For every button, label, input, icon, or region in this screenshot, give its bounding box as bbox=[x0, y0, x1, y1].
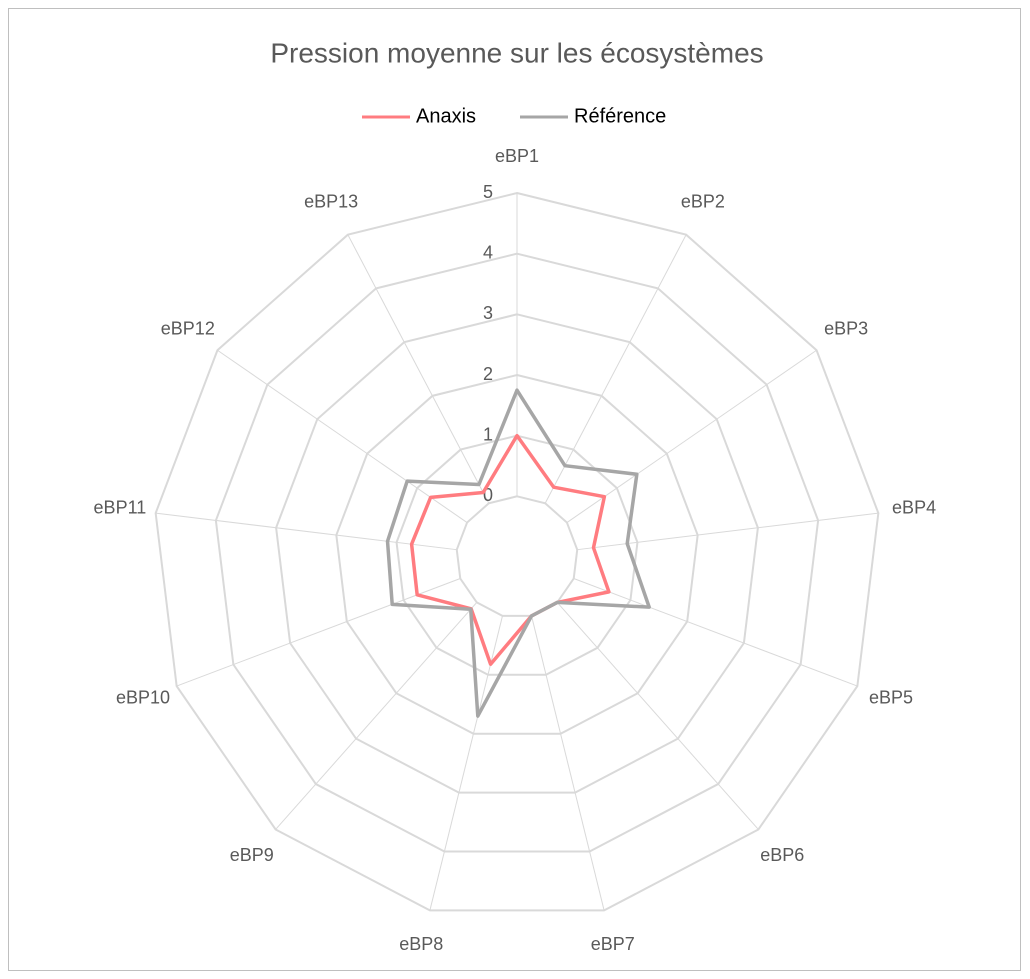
category-label: eBP8 bbox=[399, 934, 443, 954]
y-tick-label: 1 bbox=[483, 424, 493, 444]
category-label: eBP5 bbox=[869, 688, 913, 708]
category-label: eBP2 bbox=[681, 192, 725, 212]
chart-title: Pression moyenne sur les écosystèmes bbox=[270, 37, 763, 68]
legend-label: Référence bbox=[574, 105, 666, 127]
spoke bbox=[155, 512, 457, 551]
category-label: eBP1 bbox=[495, 146, 539, 166]
category-label: eBP13 bbox=[304, 192, 358, 212]
y-tick-label: 4 bbox=[483, 242, 493, 262]
category-label: eBP4 bbox=[892, 498, 936, 518]
y-tick-label: 5 bbox=[483, 182, 493, 202]
grid-ring bbox=[275, 313, 759, 794]
y-tick-label: 2 bbox=[483, 364, 493, 384]
category-label: eBP3 bbox=[824, 319, 868, 339]
grid-ring bbox=[154, 191, 880, 912]
grid-ring bbox=[455, 495, 579, 617]
chart-border bbox=[8, 8, 1021, 971]
legend-label: Anaxis bbox=[416, 105, 476, 127]
spoke bbox=[275, 602, 478, 830]
series-line bbox=[385, 388, 651, 718]
category-label: eBP6 bbox=[760, 845, 804, 865]
series-line bbox=[409, 433, 611, 666]
grid-ring bbox=[214, 252, 820, 853]
category-label: eBP11 bbox=[94, 498, 147, 518]
spoke bbox=[566, 349, 817, 523]
spoke bbox=[176, 578, 461, 687]
spoke bbox=[573, 578, 858, 687]
spoke bbox=[531, 615, 605, 911]
spoke bbox=[347, 234, 490, 504]
y-tick-label: 0 bbox=[483, 485, 493, 505]
category-label: eBP12 bbox=[161, 319, 215, 339]
spoke bbox=[544, 234, 687, 504]
grid-ring bbox=[395, 434, 639, 676]
y-tick-label: 3 bbox=[483, 303, 493, 323]
spoke bbox=[217, 349, 468, 523]
category-label: eBP10 bbox=[116, 688, 170, 708]
category-label: eBP7 bbox=[591, 934, 635, 954]
spoke bbox=[556, 602, 759, 830]
grid-ring bbox=[335, 373, 699, 735]
category-label: eBP9 bbox=[230, 845, 274, 865]
